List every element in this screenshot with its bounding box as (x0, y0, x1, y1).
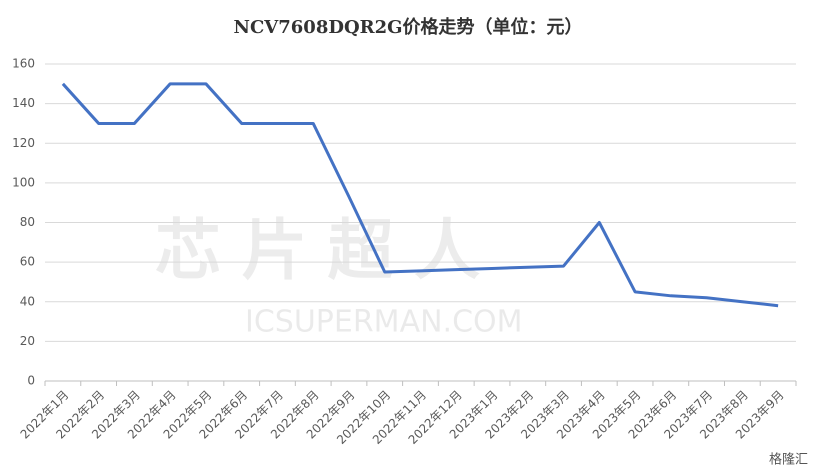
source: 格隆汇 (769, 452, 808, 468)
y-tick-label: 120 (12, 136, 35, 150)
chart-title: NCV7608DQR2G价格走势（单位：元） (234, 16, 583, 38)
y-tick-label: 60 (20, 255, 35, 269)
data-line (61, 82, 779, 308)
y-tick-label: 140 (12, 96, 35, 110)
y-tick-label: 80 (20, 215, 35, 229)
watermark: ICSUPERMAN.COM (245, 305, 523, 340)
y-tick-label: 160 (12, 57, 35, 71)
watermark: 芯片超人 (155, 212, 480, 289)
y-tick-label: 100 (12, 175, 35, 189)
y-tick-label: 20 (20, 334, 35, 348)
y-tick-label: 0 (27, 374, 35, 388)
y-tick-label: 40 (20, 294, 35, 308)
